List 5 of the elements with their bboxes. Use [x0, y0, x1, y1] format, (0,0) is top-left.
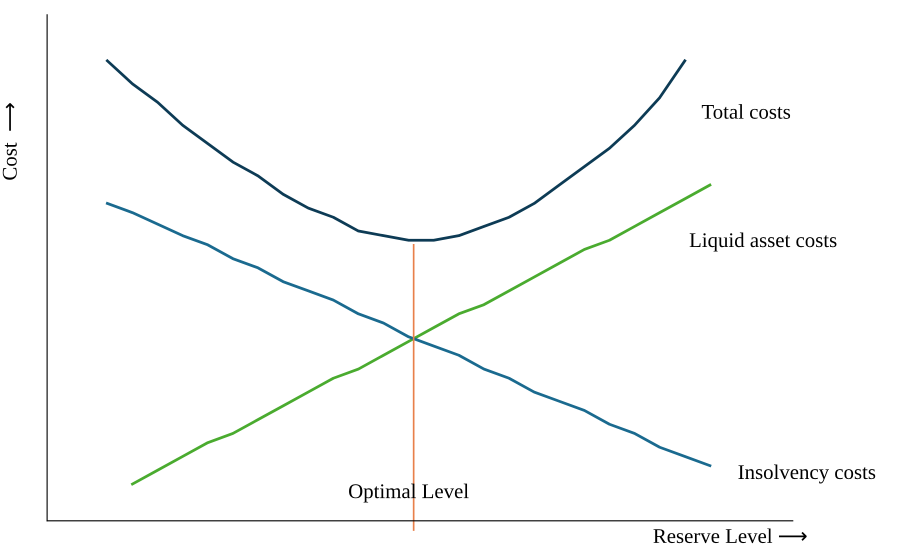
series-label: Liquid asset costs [690, 232, 836, 252]
y-axis-title: Cost ⟶ [2, 103, 17, 180]
series-label: Insolvency costs [738, 464, 876, 484]
series-label: Total costs [702, 104, 790, 119]
x-axis-title: Reserve Level ⟶ [653, 528, 807, 544]
